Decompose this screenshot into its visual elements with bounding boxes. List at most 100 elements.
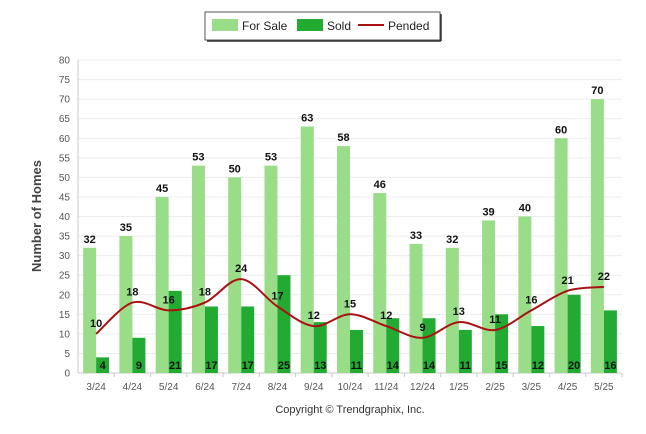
x-tick-label-6-24: 6/24 bbox=[195, 382, 215, 393]
y-axis-title: Number of Homes bbox=[29, 160, 44, 272]
y-tick-label: 5 bbox=[64, 349, 70, 360]
data-label-sold: 14 bbox=[387, 360, 400, 372]
copyright-text: Copyright © Trendgraphix, Inc. bbox=[275, 404, 424, 416]
data-label-sold: 9 bbox=[136, 360, 142, 372]
x-tick-label-8-24: 8/24 bbox=[268, 382, 288, 393]
data-label-for-sale: 60 bbox=[555, 124, 567, 136]
data-label-pended: 17 bbox=[271, 290, 283, 302]
data-label-pended: 22 bbox=[598, 271, 610, 283]
y-tick-label: 10 bbox=[59, 329, 71, 340]
data-label-pended: 15 bbox=[344, 298, 356, 310]
y-tick-label: 80 bbox=[59, 56, 71, 67]
pended-line bbox=[95, 278, 605, 339]
data-label-sold: 11 bbox=[459, 360, 471, 372]
data-label-pended: 16 bbox=[525, 294, 537, 306]
bar-sold-7-24 bbox=[241, 306, 255, 373]
y-tick-label: 65 bbox=[59, 114, 71, 125]
data-label-pended: 12 bbox=[308, 310, 320, 322]
bar-for-sale-4-24 bbox=[119, 236, 133, 373]
y-tick-label: 0 bbox=[64, 369, 70, 380]
data-label-sold: 13 bbox=[314, 360, 326, 372]
data-label-for-sale: 40 bbox=[519, 203, 531, 215]
data-label-for-sale: 33 bbox=[410, 230, 422, 242]
bar-for-sale-1-25 bbox=[445, 247, 459, 373]
bar-for-sale-10-24 bbox=[337, 146, 350, 373]
y-tick-label: 60 bbox=[59, 134, 71, 145]
data-label-sold: 11 bbox=[351, 360, 363, 372]
data-label-for-sale: 35 bbox=[120, 222, 132, 234]
data-label-sold: 16 bbox=[604, 360, 616, 372]
data-label-for-sale: 32 bbox=[446, 234, 458, 246]
legend: For Sale Sold Pended bbox=[204, 11, 442, 42]
bars bbox=[83, 99, 617, 373]
y-tick-label: 40 bbox=[59, 212, 71, 223]
bar-sold-9-24 bbox=[313, 322, 327, 373]
data-label-for-sale: 46 bbox=[374, 179, 386, 191]
x-tick-label-11-24: 11/24 bbox=[374, 382, 399, 393]
y-tick-label: 30 bbox=[59, 251, 71, 262]
bar-for-sale-8-24 bbox=[264, 165, 278, 373]
pended-line-layer bbox=[95, 278, 605, 339]
y-tick-label: 25 bbox=[59, 271, 71, 282]
data-label-sold: 20 bbox=[568, 360, 580, 372]
bar-sold-11-24 bbox=[386, 318, 400, 373]
bar-for-sale-11-24 bbox=[373, 193, 387, 373]
bar-sold-10-24 bbox=[350, 329, 363, 373]
data-labels: 32 4 10 35 9 18 45 21 16 53 17 18 50 17 24 53 25 17 63 13 12… bbox=[84, 85, 617, 372]
bar-sold-6-24 bbox=[204, 306, 218, 373]
x-tick-label-4-25: 4/25 bbox=[558, 382, 578, 393]
y-tick-label: 45 bbox=[59, 192, 71, 203]
y-tick-labels: 0 5 10 15 20 25 30 35 40 45 50 55 60 65 70 75 80 bbox=[59, 56, 71, 380]
x-tick-label-10-24: 10/24 bbox=[337, 382, 362, 393]
y-tick-label: 20 bbox=[59, 290, 71, 301]
x-tick-label-7-24: 7/24 bbox=[231, 382, 251, 393]
data-label-for-sale: 39 bbox=[482, 206, 494, 218]
data-label-sold: 17 bbox=[242, 360, 254, 372]
legend-swatch-for-sale bbox=[212, 19, 238, 31]
y-tick-label: 55 bbox=[59, 153, 71, 164]
data-label-for-sale: 32 bbox=[84, 234, 96, 246]
bar-for-sale-12-24 bbox=[409, 243, 423, 373]
data-label-sold: 4 bbox=[100, 360, 107, 372]
data-label-for-sale: 45 bbox=[156, 183, 168, 195]
data-label-sold: 21 bbox=[169, 360, 181, 372]
legend-label-pended: Pended bbox=[388, 19, 429, 33]
x-tick-label-9-24: 9/24 bbox=[304, 382, 324, 393]
y-tick-label: 35 bbox=[59, 232, 71, 243]
x-tick-label-5-24: 5/24 bbox=[159, 382, 179, 393]
data-label-for-sale: 53 bbox=[265, 152, 277, 164]
y-tick-label: 70 bbox=[59, 95, 71, 106]
data-label-pended: 13 bbox=[453, 306, 465, 318]
data-label-for-sale: 70 bbox=[591, 85, 603, 97]
bar-for-sale-7-24 bbox=[228, 177, 242, 373]
data-label-for-sale: 50 bbox=[229, 163, 241, 175]
bar-for-sale-5-24 bbox=[155, 196, 169, 373]
x-tick-labels: 3/24 4/24 5/24 6/24 7/24 8/24 9/24 10/24 11/24 12… bbox=[86, 373, 623, 393]
bar-sold-1-25 bbox=[458, 329, 472, 373]
bar-for-sale-6-24 bbox=[191, 165, 205, 373]
bar-for-sale-3-25 bbox=[518, 216, 532, 373]
data-label-pended: 11 bbox=[489, 314, 501, 326]
data-label-pended: 10 bbox=[90, 318, 102, 330]
bar-for-sale-5-25 bbox=[590, 99, 604, 373]
legend-swatch-sold bbox=[297, 19, 323, 31]
bar-sold-5-25 bbox=[603, 310, 617, 373]
x-tick-label-2-25: 2/25 bbox=[485, 382, 505, 393]
bar-sold-8-24 bbox=[277, 275, 291, 373]
bar-sold-12-24 bbox=[422, 318, 436, 373]
data-label-for-sale: 58 bbox=[337, 132, 349, 144]
x-tick-label-3-25: 3/25 bbox=[522, 382, 542, 393]
data-label-sold: 17 bbox=[205, 360, 217, 372]
data-label-sold: 14 bbox=[423, 360, 436, 372]
legend-label-sold: Sold bbox=[327, 19, 351, 33]
x-tick-label-3-24: 3/24 bbox=[86, 382, 106, 393]
bar-for-sale-9-24 bbox=[300, 126, 314, 373]
bar-sold-4-24 bbox=[132, 337, 146, 373]
x-tick-label-12-24: 12/24 bbox=[410, 382, 435, 393]
legend-label-for-sale: For Sale bbox=[242, 19, 288, 33]
data-label-pended: 18 bbox=[126, 287, 138, 299]
data-label-for-sale: 63 bbox=[301, 113, 313, 125]
bar-sold-3-25 bbox=[531, 326, 545, 373]
